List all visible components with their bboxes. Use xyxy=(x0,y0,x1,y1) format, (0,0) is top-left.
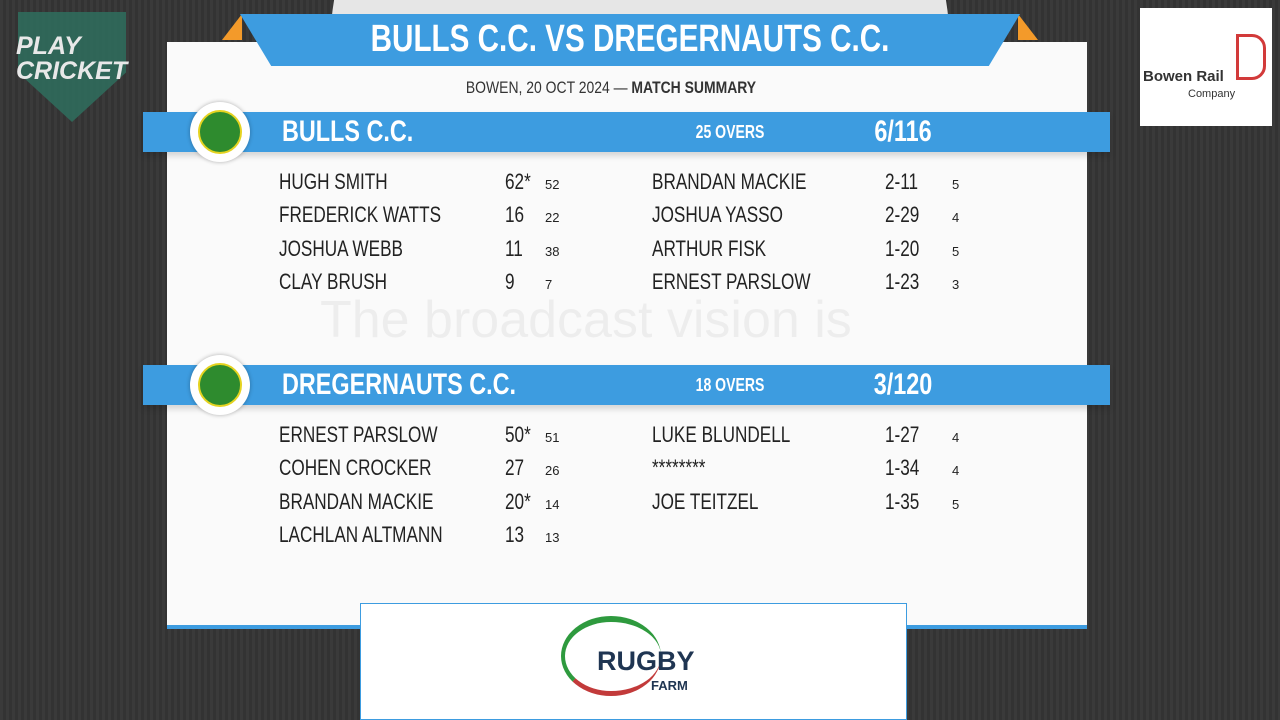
bowler-overs: 4 xyxy=(952,463,960,479)
batter-runs: 11 xyxy=(505,235,523,261)
sponsor-icon xyxy=(1236,34,1266,80)
batter-name: HUGH SMITH xyxy=(279,169,388,194)
sponsor-box: RUGBY FARM xyxy=(360,603,907,720)
badge-inner xyxy=(198,363,242,407)
badge-inner xyxy=(198,110,242,154)
bowler-figures: 1-23 xyxy=(885,268,920,294)
batter-balls: 52 xyxy=(545,177,560,192)
sponsor-sub: Company xyxy=(1188,88,1236,100)
batter-balls: 13 xyxy=(545,529,560,545)
bowler-name: JOE TEITZEL xyxy=(652,488,759,514)
bowler-overs: 4 xyxy=(952,430,960,445)
bowler-overs: 5 xyxy=(952,496,960,512)
sponsor-name: Bowen Rail xyxy=(1143,68,1224,85)
batter-name: BRANDAN MACKIE xyxy=(279,488,434,514)
batter-balls: 14 xyxy=(545,496,560,512)
team-badge xyxy=(190,355,250,415)
rugby-swoosh xyxy=(561,616,661,696)
overs: 18 OVERS xyxy=(695,375,765,395)
bowler-overs: 3 xyxy=(952,276,960,292)
batter-runs: 16 xyxy=(505,202,525,228)
bowler-name: ERNEST PARSLOW xyxy=(652,268,811,294)
play-cricket-logo: PLAY CRICKET xyxy=(16,34,127,84)
batter-runs: 50* xyxy=(505,422,531,447)
bowler-overs: 4 xyxy=(952,210,960,226)
accent xyxy=(222,14,242,40)
team-bar xyxy=(143,112,1110,152)
accent xyxy=(1018,14,1038,40)
batter-balls: 22 xyxy=(545,210,560,226)
venue-date: BOWEN, 20 OCT 2024 — xyxy=(465,78,628,97)
batter-name: CLAY BRUSH xyxy=(279,268,388,294)
bowler-figures: 1-35 xyxy=(885,488,920,514)
team-name: BULLS C.C. xyxy=(282,115,414,148)
bowler-overs: 5 xyxy=(952,177,960,192)
watermark: The broadcast vision is xyxy=(320,291,852,349)
logo-text: CRICKET xyxy=(16,57,128,85)
score: 6/116 xyxy=(874,115,932,148)
summary-label: MATCH SUMMARY xyxy=(631,78,757,97)
batter-name: JOSHUA WEBB xyxy=(279,235,403,261)
batter-runs: 27 xyxy=(505,455,525,481)
bowler-name: BRANDAN MACKIE xyxy=(652,169,807,194)
batter-runs: 62* xyxy=(505,169,531,194)
sponsor-sub: FARM xyxy=(651,678,688,693)
bowler-figures: 1-34 xyxy=(885,455,920,481)
batter-balls: 38 xyxy=(545,243,560,259)
subtitle: BOWEN, 20 OCT 2024 — MATCH SUMMARY xyxy=(466,78,756,98)
team-bar xyxy=(143,365,1110,405)
batter-name: LACHLAN ALTMANN xyxy=(279,521,443,547)
bowler-name: LUKE BLUNDELL xyxy=(652,422,791,447)
bowler-name: ******** xyxy=(652,455,706,481)
bowler-overs: 5 xyxy=(952,243,960,259)
bowler-figures: 1-20 xyxy=(885,235,920,261)
batter-name: COHEN CROCKER xyxy=(279,455,432,481)
logo-text: PLAY xyxy=(16,32,81,60)
batter-balls: 26 xyxy=(545,463,560,479)
bowler-figures: 2-29 xyxy=(885,202,920,228)
batter-name: ERNEST PARSLOW xyxy=(279,422,438,447)
batter-balls: 7 xyxy=(545,276,553,292)
title-banner xyxy=(240,14,1020,66)
batter-balls: 51 xyxy=(545,430,560,445)
bowler-name: JOSHUA YASSO xyxy=(652,202,783,228)
bowler-name: ARTHUR FISK xyxy=(652,235,767,261)
sponsor-name: RUGBY xyxy=(597,646,695,676)
bowler-figures: 1-27 xyxy=(885,422,920,447)
title: BULLS C.C. VS DREGERNAUTS C.C. xyxy=(370,18,890,60)
score: 3/120 xyxy=(873,368,933,401)
team-name: DREGERNAUTS C.C. xyxy=(282,368,517,401)
bowler-figures: 2-11 xyxy=(885,169,919,194)
batter-runs: 9 xyxy=(505,268,515,294)
overs: 25 OVERS xyxy=(695,122,765,142)
batter-name: FREDERICK WATTS xyxy=(279,202,442,228)
batter-runs: 13 xyxy=(505,521,525,547)
sponsor-box: Bowen Rail Company xyxy=(1140,8,1272,126)
team-badge xyxy=(190,102,250,162)
batter-runs: 20* xyxy=(505,488,531,514)
